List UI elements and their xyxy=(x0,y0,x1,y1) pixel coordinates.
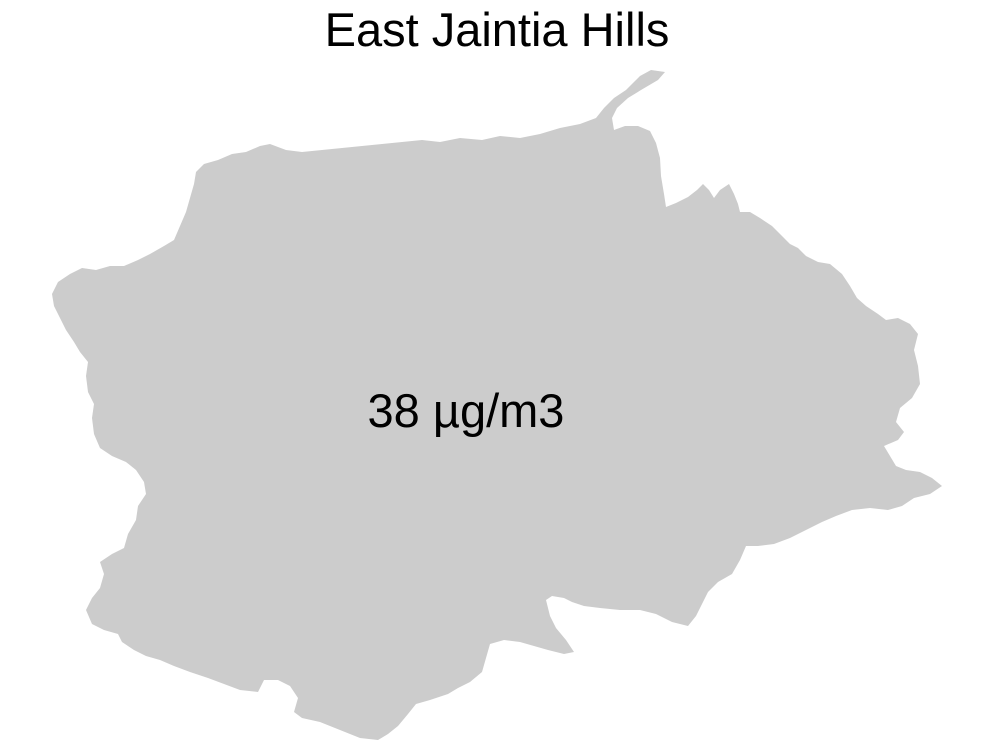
district-shape xyxy=(52,70,942,740)
map-title: East Jaintia Hills xyxy=(324,3,670,56)
pollution-value-label: 38 µg/m3 xyxy=(368,384,565,437)
